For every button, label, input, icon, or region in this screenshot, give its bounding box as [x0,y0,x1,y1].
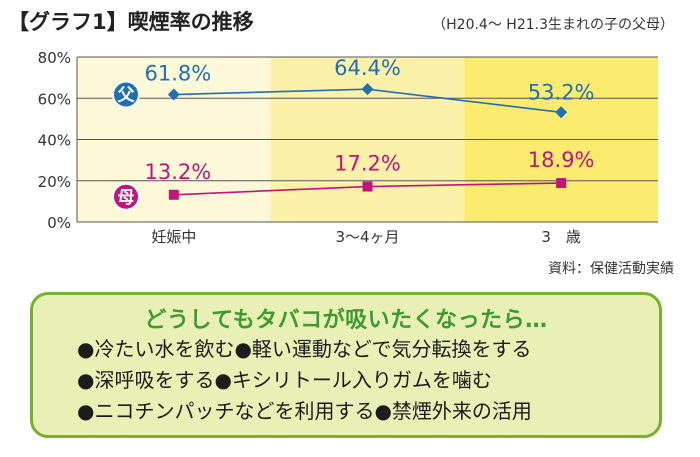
data-label: 18.9% [528,148,595,172]
y-tick-label: 0% [47,214,71,232]
data-point [362,181,373,192]
y-tick-label: 60% [38,90,71,108]
data-point [361,83,374,96]
chart-subtitle: （H20.4～ H21.3生まれの子の父母） [432,17,674,33]
tip-line: ●冷たい水を飲む●軽い運動などで気分転換をする [77,337,532,361]
data-point [168,189,179,200]
data-point [555,106,568,119]
x-tick-label: 3～4ヶ月 [335,228,399,246]
y-tick-label: 80% [38,49,71,67]
data-label: 53.2% [528,80,595,104]
x-tick-label: 妊娠中 [151,228,196,246]
data-label: 17.2% [334,152,401,176]
tip-line: ●ニコチンパッチなどを利用する●禁煙外来の活用 [77,399,532,423]
tips-heading: どうしてもタバコが吸いたくなったら… [144,308,548,333]
tip-line: ●深呼吸をする●キシリトール入りガムを噛む [77,368,492,392]
series-badge [112,182,140,211]
y-tick-label: 20% [38,173,71,191]
data-point [167,88,180,101]
data-label: 64.4% [334,56,401,80]
data-label: 13.2% [144,160,211,184]
series-name-label: 父 [117,86,136,106]
smoking-rate-line-chart: 0% 20% 40% 60% 80% 妊娠中 3～4ヶ月 3 歳 61.8% 64.4% 53.2%… [38,49,658,246]
series-badge [112,80,140,109]
data-label: 61.8% [144,62,211,86]
series-name-label: 母 [118,188,135,208]
source-note: 資料：保健活動実績 [548,261,674,277]
y-tick-label: 40% [38,132,71,150]
x-tick-label: 3 歳 [541,228,581,246]
data-point [556,178,567,189]
tips-box: どうしてもタバコが吸いたくなったら… ●冷たい水を飲む●軽い運動などで気分転換を… [30,292,662,438]
chart-title: 【グラフ1】喫煙率の推移 [8,10,254,34]
